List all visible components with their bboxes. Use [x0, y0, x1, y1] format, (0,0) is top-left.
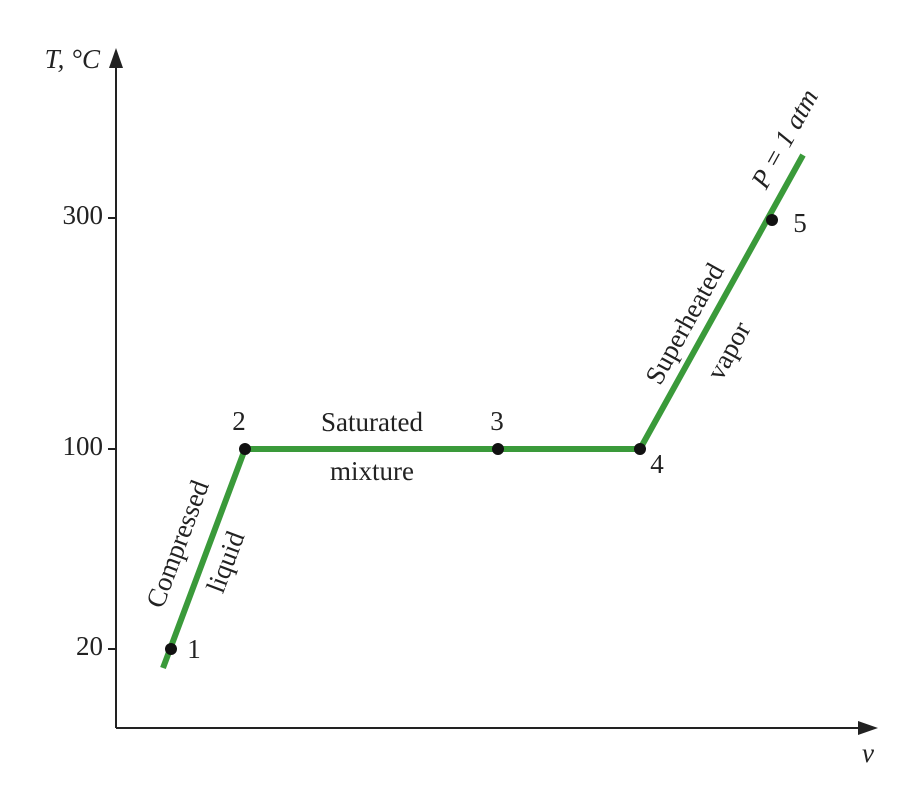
point-label: 5 [793, 208, 807, 238]
y-axis-label: T, °C [45, 44, 101, 74]
state-point [766, 214, 778, 226]
point-label: 2 [232, 406, 246, 436]
point-label: 4 [650, 449, 664, 479]
x-axis-label: v [862, 738, 874, 768]
y-tick-label: 300 [63, 200, 104, 230]
y-tick-label: 20 [76, 631, 103, 661]
y-tick-label: 100 [63, 431, 104, 461]
state-point [165, 643, 177, 655]
point-label: 1 [187, 634, 201, 664]
state-point [634, 443, 646, 455]
y-axis-arrow [109, 48, 123, 68]
state-point [239, 443, 251, 455]
region-label: mixture [330, 456, 414, 486]
region-label: Saturated [321, 407, 423, 437]
point-label: 3 [490, 406, 504, 436]
state-point [492, 443, 504, 455]
process-line [160, 153, 806, 670]
x-axis-arrow [858, 721, 878, 735]
